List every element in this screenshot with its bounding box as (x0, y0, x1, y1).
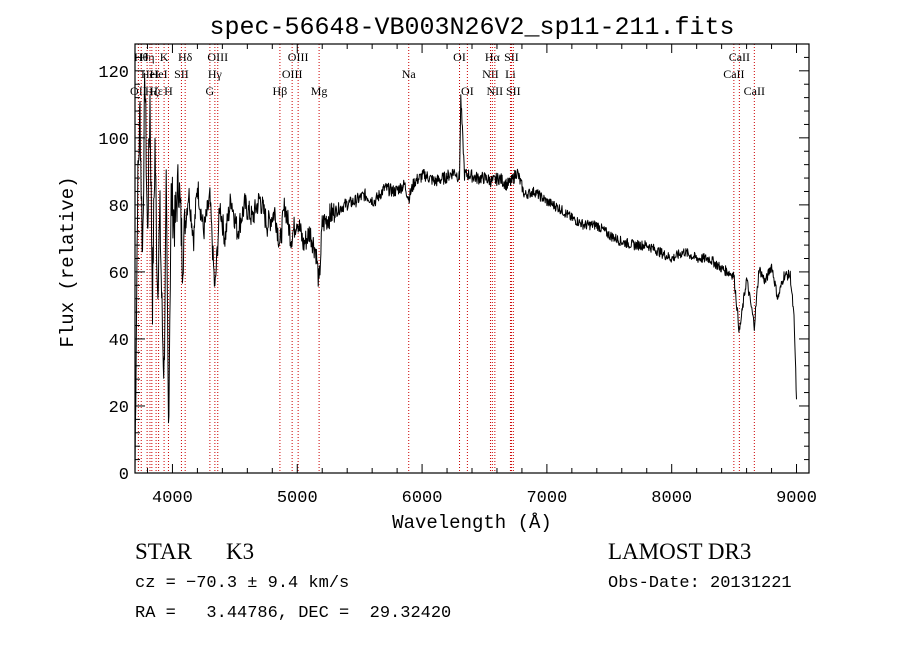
spectral-line-label: NII (487, 84, 504, 98)
y-tick-label: 100 (98, 131, 129, 150)
spectral-line-label: Hβ (273, 84, 288, 98)
spectrum (134, 72, 797, 474)
spectral-line-label: CaII (723, 67, 744, 81)
chart-title: spec-56648-VB003N26V2_sp11-211.fits (209, 13, 734, 42)
spectral-line-label: Hα (485, 50, 501, 64)
x-tick-label: 7000 (526, 489, 567, 508)
spectral-lines: OIIHθHηHeIHζHεHeIKHSIIHδGHγOIIIHβOIIIOII… (130, 44, 765, 473)
spectral-line-label: HeI (150, 67, 168, 81)
spectral-line-label: OIII (282, 67, 303, 81)
x-tick-label: 5000 (277, 489, 318, 508)
spectral-line-label: OIII (288, 50, 309, 64)
spectral-line-label: Hε (149, 84, 163, 98)
spectral-line-label: HeI (141, 67, 159, 81)
y-tick-label: 60 (109, 265, 129, 284)
y-tick-label: 80 (109, 198, 129, 217)
spectral-line-label: SII (504, 50, 519, 64)
y-tick-label: 40 (109, 332, 129, 351)
spectral-line-label: CaII (744, 84, 765, 98)
x-tick-label: 8000 (651, 489, 692, 508)
spectral-line-label: H (164, 84, 173, 98)
spectral-line-label: OI (461, 84, 474, 98)
axes: 4000 5000 6000 7000 8000 9000 0 20 40 60 80 100 120 (98, 44, 817, 508)
spectral-line-label: G (206, 84, 215, 98)
x-tick-label: 4000 (152, 489, 193, 508)
spectral-line-label: K (160, 50, 169, 64)
class-label: STAR (135, 539, 192, 564)
y-axis-label: Flux (relative) (57, 176, 79, 347)
spectral-line-label: OIII (207, 50, 228, 64)
x-tick-label: 9000 (776, 489, 817, 508)
spectral-line-label: SII (506, 84, 521, 98)
coordinates-label: RA = 3.44786, DEC = 29.32420 (135, 604, 452, 623)
x-axis-label: Wavelength (Å) (392, 512, 552, 534)
y-tick-label: 120 (98, 64, 129, 83)
spectral-line-label: Hδ (178, 50, 193, 64)
spectral-line-label: Li (505, 67, 516, 81)
spectral-line-label: SII (174, 67, 189, 81)
obs-date-label: Obs-Date: 20131221 (608, 574, 792, 593)
spectral-line-label: OII (130, 84, 147, 98)
y-tick-label: 20 (109, 399, 129, 418)
spectrum-line (134, 72, 797, 474)
spectral-line-label: Mg (311, 84, 328, 98)
spectral-line-label: Na (402, 67, 417, 81)
object-class: STAR K3 (135, 539, 254, 565)
redshift-label: cz = −70.3 ± 9.4 km/s (135, 574, 350, 593)
subclass-label: K3 (225, 539, 255, 564)
spectral-line-label: Hη (140, 50, 155, 64)
spectral-line-label: Hγ (208, 67, 223, 81)
spectral-line-label: NII (482, 67, 499, 81)
spectral-line-label: OI (453, 50, 466, 64)
spectral-line-label: CaII (729, 50, 750, 64)
spectral-line-label: Hζ (145, 84, 159, 98)
survey-label: LAMOST DR3 (608, 539, 752, 564)
spectral-line-label: Hθ (134, 50, 149, 64)
y-tick-label: 0 (119, 466, 129, 485)
x-tick-label: 6000 (402, 489, 443, 508)
